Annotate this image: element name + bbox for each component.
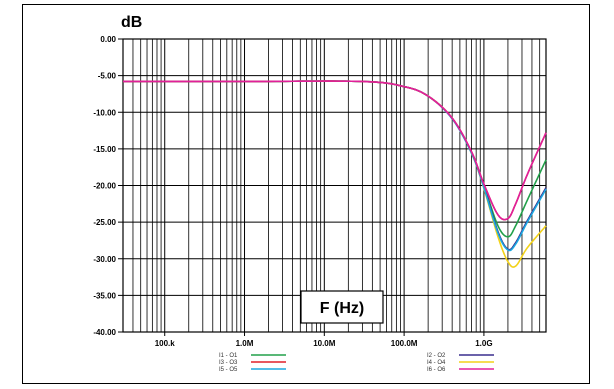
x-tick-label: 100.k (155, 339, 176, 348)
legend-label: I5 - O5 (219, 367, 238, 373)
y-tick-label: -15.00 (93, 145, 116, 154)
y-tick-label: -30.00 (93, 255, 116, 264)
y-tick-label: -5.00 (98, 72, 117, 81)
x-tick-label: 1.0G (475, 339, 492, 348)
y-tick-label: -10.00 (93, 108, 116, 117)
x-axis-label: F (Hz) (320, 300, 364, 317)
series-lines (123, 80, 547, 268)
legend-label: I2 - O2 (427, 353, 446, 359)
x-axis-label-background (300, 290, 384, 324)
legend-label: I4 - O4 (427, 360, 446, 366)
chart-background (23, 5, 589, 383)
chart-frame: 0.00 -5.00 -10.00 -15.00 -20.00 -25.00 -30.00 -… (22, 4, 590, 384)
legend-label: I1 - O1 (219, 353, 238, 359)
x-tick-label: 10.0M (313, 339, 336, 348)
x-tick-label: 1.0M (236, 339, 254, 348)
legend-label: I6 - O6 (427, 367, 446, 373)
x-axis-label-box: F (Hz) (300, 290, 384, 324)
axes: 0.00 -5.00 -10.00 -15.00 -20.00 -25.00 -30.00 -… (93, 35, 547, 348)
series-line (123, 80, 547, 221)
y-tick-label: -25.00 (93, 218, 116, 227)
x-tick-label: 100.0M (391, 339, 418, 348)
chart-svg: 0.00 -5.00 -10.00 -15.00 -20.00 -25.00 -30.00 -… (23, 5, 589, 383)
y-tick-label: -20.00 (93, 182, 116, 191)
y-axis-label: dB (121, 14, 142, 31)
y-tick-label: -40.00 (93, 328, 116, 337)
y-tick-label: 0.00 (100, 35, 116, 44)
y-tick-label: -35.00 (93, 291, 116, 300)
grid (122, 38, 547, 333)
legend-label: I3 - O3 (219, 360, 238, 366)
